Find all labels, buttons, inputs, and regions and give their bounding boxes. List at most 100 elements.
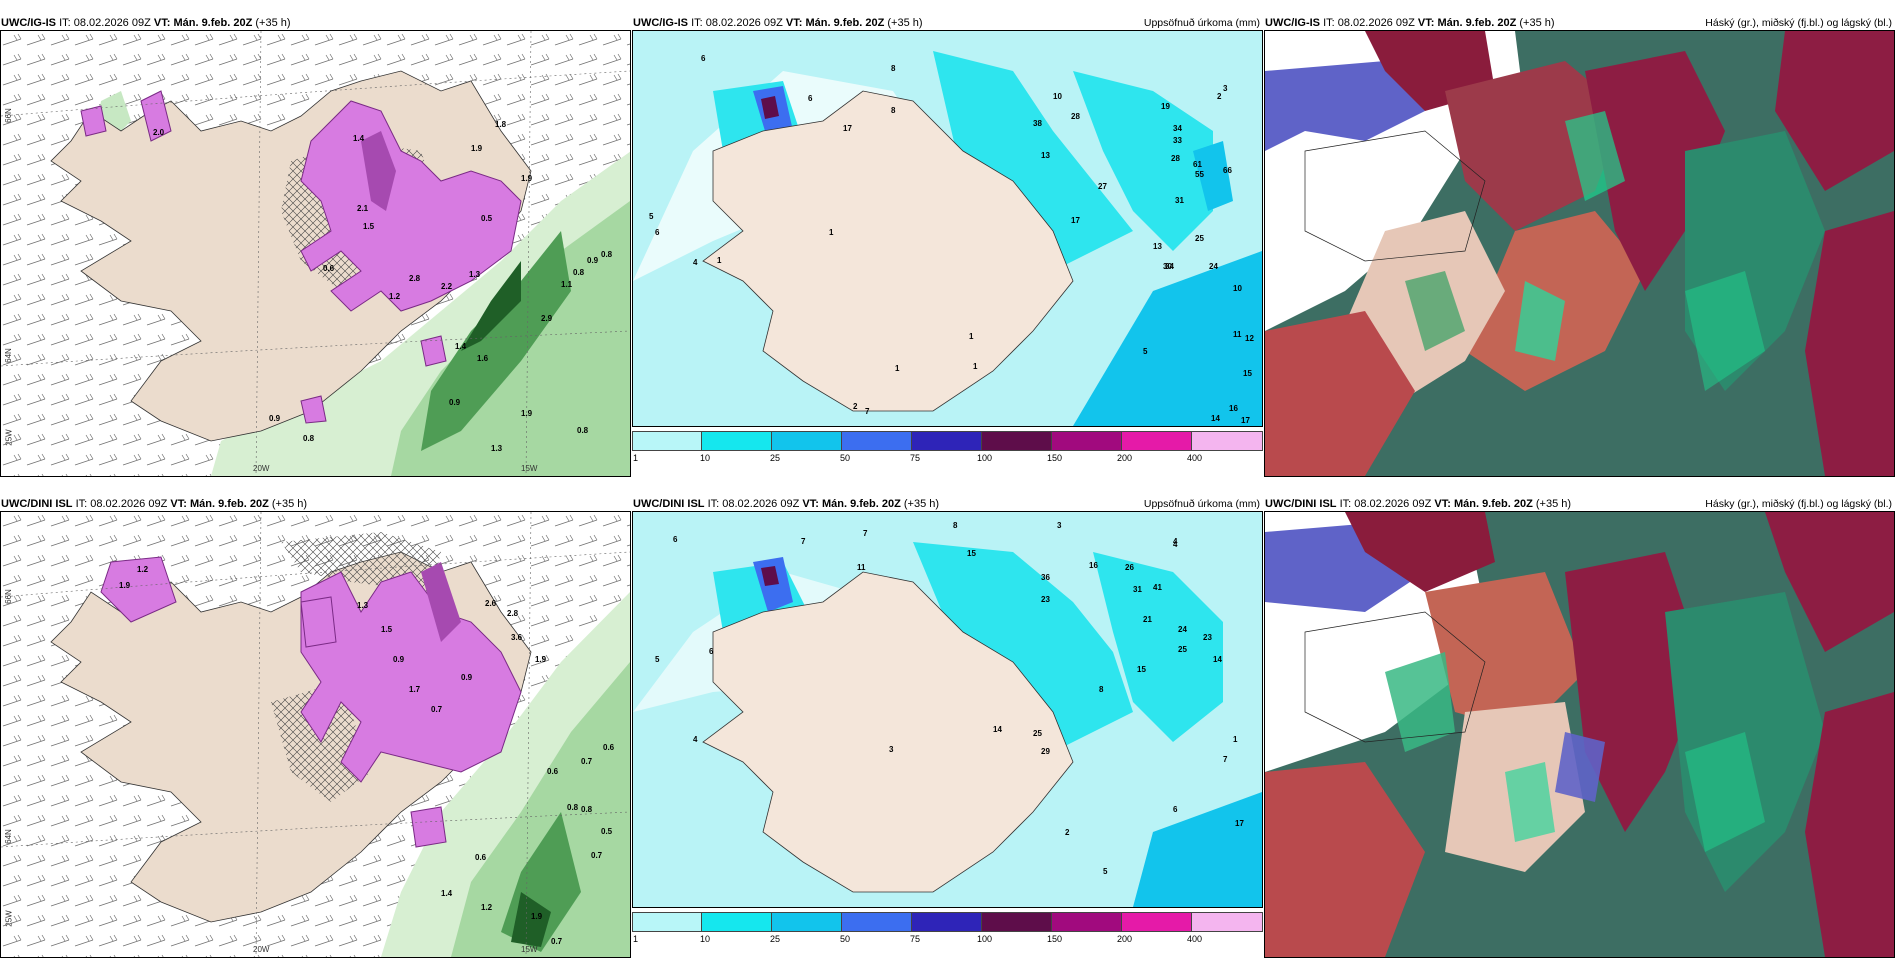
lon-label: 25W bbox=[4, 910, 14, 927]
lat-label: 66N bbox=[3, 108, 13, 123]
precip-value: 2 bbox=[1217, 92, 1222, 101]
panel-header: UWC/DINI ISL IT: 08.02.2026 09Z VT: Mán.… bbox=[1264, 495, 1895, 513]
precip-value: 6 bbox=[709, 647, 714, 656]
colorbar-tick: 200 bbox=[1117, 934, 1133, 944]
panel-dini-snow: UWC/DINI ISL IT: 08.02.2026 09Z VT: Mán.… bbox=[0, 495, 631, 962]
colorbar-swatch bbox=[1052, 431, 1122, 451]
lon-label: 20W bbox=[253, 464, 270, 473]
colorbar-tick: 25 bbox=[770, 453, 781, 463]
valid-time: Mán. 9.feb. 20Z bbox=[1453, 498, 1533, 510]
precip-value: 12 bbox=[1245, 334, 1254, 343]
precip-value: 3 bbox=[889, 745, 894, 754]
snow-value: 1.4 bbox=[441, 889, 453, 898]
model-name: UWC/IG-IS bbox=[1265, 17, 1320, 29]
colorbar-swatch bbox=[912, 431, 982, 451]
valid-time: Mán. 9.feb. 20Z bbox=[189, 498, 269, 510]
precip-value: 5 bbox=[1143, 347, 1148, 356]
colorbar-swatch bbox=[1122, 912, 1192, 932]
panel-header: UWC/IG-IS IT: 08.02.2026 09Z VT: Mán. 9.… bbox=[632, 14, 1263, 32]
precip-value: 66 bbox=[1223, 166, 1232, 175]
precip-value: 6 bbox=[655, 228, 660, 237]
precip-value: 34 bbox=[1173, 124, 1182, 133]
colorbar-tick: 75 bbox=[910, 934, 921, 944]
lon-label: 25W bbox=[4, 429, 14, 446]
snow-value: 0.8 bbox=[303, 434, 315, 443]
snow-value: 2.2 bbox=[441, 282, 453, 291]
valid-time: Mán. 9.feb. 20Z bbox=[821, 498, 901, 510]
precip-value: 21 bbox=[1143, 615, 1152, 624]
precip-value: 33 bbox=[1173, 136, 1182, 145]
precip-value: 4 bbox=[1173, 537, 1178, 546]
precip-value: 1 bbox=[829, 228, 834, 237]
colorbar-swatch bbox=[772, 431, 842, 451]
precip-value: 8 bbox=[891, 106, 896, 115]
snow-value: 1.6 bbox=[477, 354, 489, 363]
precip-value: 8 bbox=[891, 64, 896, 73]
precip-value: 8 bbox=[953, 521, 958, 530]
precip-value: 1 bbox=[717, 256, 722, 265]
colorbar-swatch bbox=[702, 431, 772, 451]
valid-time: Mán. 9.feb. 20Z bbox=[1437, 17, 1517, 29]
precip-value: 25 bbox=[1033, 729, 1042, 738]
lat-label: 64N bbox=[3, 348, 13, 363]
colorbar-tick: 400 bbox=[1187, 934, 1203, 944]
lon-label: 15W bbox=[521, 464, 538, 473]
precip-value: 31 bbox=[1133, 585, 1142, 594]
snow-value: 1.2 bbox=[137, 565, 149, 574]
precip-value: 24 bbox=[1178, 625, 1187, 634]
panel-header: UWC/DINI ISL IT: 08.02.2026 09Z VT: Mán.… bbox=[1, 498, 308, 510]
precip-value: 38 bbox=[1033, 119, 1042, 128]
model-name: UWC/DINI ISL bbox=[1, 498, 73, 510]
panel-header: UWC/DINI ISL IT: 08.02.2026 09Z VT: Mán.… bbox=[632, 495, 1263, 513]
precip-value: 30 bbox=[1163, 262, 1172, 271]
precip-value: 28 bbox=[1171, 154, 1180, 163]
colorbar-swatch bbox=[632, 431, 702, 451]
snow-value: 1.1 bbox=[561, 280, 573, 289]
snow-value: 0.8 bbox=[581, 805, 593, 814]
precip-value: 24 bbox=[1209, 262, 1218, 271]
model-name: UWC/IG-IS bbox=[1, 17, 56, 29]
colorbar-tick: 1 bbox=[633, 934, 639, 944]
precip-value: 8 bbox=[1099, 685, 1104, 694]
snow-value: 1.3 bbox=[491, 444, 503, 453]
panel-header: UWC/IG-IS IT: 08.02.2026 09Z VT: Mán. 9.… bbox=[1264, 14, 1895, 32]
precip-value: 14 bbox=[1213, 655, 1222, 664]
panel-ig-clouds: UWC/IG-IS IT: 08.02.2026 09Z VT: Mán. 9.… bbox=[1264, 14, 1895, 481]
snow-value: 1.5 bbox=[363, 222, 375, 231]
colorbar bbox=[632, 431, 1263, 451]
precip-value: 1 bbox=[1233, 735, 1238, 744]
cloud-map bbox=[1264, 511, 1895, 958]
snow-value: 2.1 bbox=[357, 204, 369, 213]
precip-value: 28 bbox=[1071, 112, 1080, 121]
precip-value: 3 bbox=[1223, 84, 1228, 93]
model-name: UWC/DINI ISL bbox=[633, 498, 705, 510]
lat-label: 64N bbox=[3, 829, 13, 844]
precip-value: 3 bbox=[1057, 521, 1062, 530]
snow-value: 2.0 bbox=[153, 128, 165, 137]
colorbar-tick: 100 bbox=[977, 934, 993, 944]
snow-value: 0.6 bbox=[547, 767, 559, 776]
snow-value: 0.7 bbox=[431, 705, 443, 714]
precip-value: 5 bbox=[649, 212, 654, 221]
panel-ig-precip: UWC/IG-IS IT: 08.02.2026 09Z VT: Mán. 9.… bbox=[632, 14, 1263, 481]
snow-value: 1.9 bbox=[119, 581, 131, 590]
colorbar-tick: 25 bbox=[770, 934, 781, 944]
colorbar bbox=[632, 912, 1263, 932]
precip-value: 13 bbox=[1153, 242, 1162, 251]
precip-value: 26 bbox=[1125, 563, 1134, 572]
colorbar-swatch bbox=[1122, 431, 1192, 451]
precip-value: 17 bbox=[1071, 216, 1080, 225]
valid-time: Mán. 9.feb. 20Z bbox=[805, 17, 885, 29]
lat-label: 66N bbox=[3, 589, 13, 604]
colorbar-tick: 50 bbox=[840, 453, 851, 463]
snow-value: 1.9 bbox=[521, 409, 533, 418]
precip-value: 25 bbox=[1178, 645, 1187, 654]
precip-value: 5 bbox=[1103, 867, 1108, 876]
precip-value: 61 bbox=[1193, 160, 1202, 169]
colorbar-swatch bbox=[842, 431, 912, 451]
colorbar-tick: 50 bbox=[840, 934, 851, 944]
panel-dini-clouds: UWC/DINI ISL IT: 08.02.2026 09Z VT: Mán.… bbox=[1264, 495, 1895, 962]
precip-value: 7 bbox=[865, 407, 870, 416]
snow-value: 1.7 bbox=[409, 685, 421, 694]
colorbar-swatch bbox=[632, 912, 702, 932]
